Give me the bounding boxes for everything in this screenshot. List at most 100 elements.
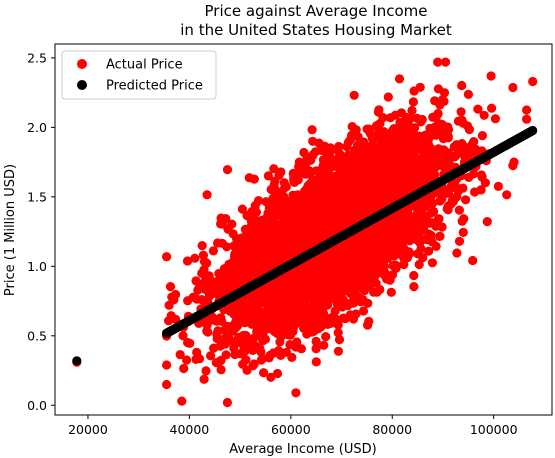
actual-price-point (190, 254, 199, 263)
actual-price-point (387, 131, 396, 140)
actual-price-point (374, 164, 383, 173)
actual-price-point (294, 162, 303, 171)
actual-price-point (289, 269, 298, 278)
actual-price-point (220, 264, 229, 273)
actual-price-point (275, 294, 284, 303)
chart-title-line2: in the United States Housing Market (180, 21, 452, 39)
actual-price-point (433, 110, 442, 119)
x-tick-label: 60000 (271, 422, 311, 437)
actual-price-point (416, 83, 425, 92)
actual-price-point (522, 105, 531, 114)
actual-price-point (316, 287, 325, 296)
actual-price-point (452, 248, 461, 257)
actual-price-point (384, 92, 393, 101)
actual-price-point (267, 289, 276, 298)
actual-price-point (301, 170, 310, 179)
actual-price-point (222, 242, 231, 251)
actual-price-point (220, 326, 229, 335)
actual-price-point (348, 298, 357, 307)
actual-price-point (354, 144, 363, 153)
actual-price-point (463, 121, 472, 130)
actual-price-point (480, 111, 489, 120)
x-tick-label: 80000 (372, 422, 412, 437)
actual-price-point (368, 232, 377, 241)
actual-price-point (402, 118, 411, 127)
actual-price-point (367, 259, 376, 268)
actual-price-point (409, 282, 418, 291)
actual-price-point (331, 295, 340, 304)
actual-price-point (457, 107, 466, 116)
actual-price-point (221, 214, 230, 223)
actual-price-point (199, 251, 208, 260)
actual-price-point (245, 248, 254, 257)
actual-price-point (179, 364, 188, 373)
actual-price-point (245, 173, 254, 182)
actual-price-point (309, 317, 318, 326)
actual-price-point (183, 338, 192, 347)
actual-price-point (434, 84, 443, 93)
actual-price-point (324, 145, 333, 154)
chart-title-line1: Price against Average Income (205, 2, 428, 20)
actual-price-point (434, 144, 443, 153)
actual-price-point (250, 359, 259, 368)
y-tick-label: 1.5 (27, 189, 47, 204)
actual-price-point (334, 347, 343, 356)
actual-price-point (251, 201, 260, 210)
actual-price-point (340, 247, 349, 256)
actual-price-point (461, 195, 470, 204)
actual-price-point (355, 161, 364, 170)
actual-price-point (171, 290, 180, 299)
y-tick-label: 2.0 (27, 120, 47, 135)
actual-price-point (441, 186, 450, 195)
actual-price-point (230, 264, 239, 273)
actual-price-point (425, 219, 434, 228)
actual-price-point (421, 235, 430, 244)
actual-price-point (260, 319, 269, 328)
actual-price-point (237, 238, 246, 247)
actual-price-point (522, 115, 531, 124)
actual-price-point (457, 81, 466, 90)
actual-price-point (282, 348, 291, 357)
actual-price-point (424, 247, 433, 256)
actual-price-point (213, 238, 222, 247)
actual-price-point (310, 275, 319, 284)
actual-price-point (293, 190, 302, 199)
actual-price-point (444, 201, 453, 210)
actual-price-point (386, 238, 395, 247)
x-axis-ticks: 20000 40000 60000 80000 100000 (68, 415, 518, 437)
actual-price-point (435, 232, 444, 241)
actual-price-point (409, 271, 418, 280)
y-tick-label: 2.5 (27, 50, 47, 65)
actual-price-point (294, 175, 303, 184)
actual-price-point (452, 192, 461, 201)
actual-price-point (251, 241, 260, 250)
actual-price-point (268, 301, 277, 310)
actual-price-point (365, 185, 374, 194)
actual-price-point (408, 182, 417, 191)
actual-price-point (451, 182, 460, 191)
actual-price-point (401, 213, 410, 222)
actual-price-point (201, 366, 210, 375)
y-axis-ticks: 0.00.51.01.52.02.5 (27, 50, 55, 412)
actual-price-point (295, 203, 304, 212)
actual-price-point (231, 303, 240, 312)
actual-price-point (235, 255, 244, 264)
actual-price-point (239, 345, 248, 354)
actual-price-point (508, 83, 517, 92)
actual-price-point (455, 237, 464, 246)
actual-price-point (342, 142, 351, 151)
actual-price-point (397, 127, 406, 136)
actual-price-point (211, 315, 220, 324)
actual-price-point (459, 214, 468, 223)
actual-price-point (372, 121, 381, 130)
actual-price-point (273, 369, 282, 378)
actual-price-point (494, 182, 503, 191)
actual-price-point (330, 180, 339, 189)
y-tick-label: 1.0 (27, 259, 47, 274)
actual-price-point (391, 261, 400, 270)
actual-price-point (256, 307, 265, 316)
actual-price-point (223, 165, 232, 174)
actual-price-point (330, 155, 339, 164)
actual-price-point (318, 203, 327, 212)
